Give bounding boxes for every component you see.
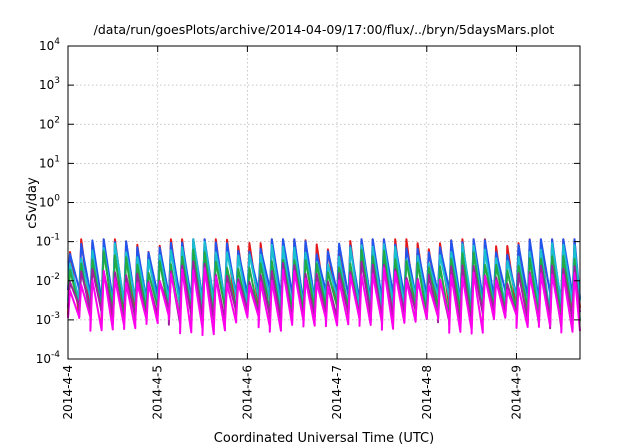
y-tick-label: 100 <box>39 194 60 210</box>
y-tick-label: 104 <box>39 37 60 53</box>
tick-marks <box>67 45 580 360</box>
y-tick-label: 10-1 <box>36 233 60 249</box>
data-series-group <box>67 238 581 337</box>
y-axis-label: cSv/day <box>25 177 40 229</box>
y-tick-label: 101 <box>39 154 60 170</box>
x-tick-label: 2014-4-4 <box>61 365 75 419</box>
y-axis-tick-labels: 10-4 10-3 10-2 10-1 100 101 102 103 104 <box>36 37 61 366</box>
x-axis-label: Coordinated Universal Time (UTC) <box>214 431 434 446</box>
chart-title: /data/run/goesPlots/archive/2014-04-09/1… <box>94 22 555 37</box>
x-tick-label: 2014-4-6 <box>240 365 254 419</box>
x-tick-label: 2014-4-8 <box>420 365 434 419</box>
y-tick-label: 103 <box>39 76 60 92</box>
y-tick-label: 10-3 <box>36 311 60 327</box>
y-tick-label: 10-2 <box>36 272 60 288</box>
x-axis-tick-labels: 2014-4-4 2014-4-5 2014-4-6 2014-4-7 2014-4-8… <box>61 365 523 419</box>
data-series-line <box>67 266 581 337</box>
x-tick-label: 2014-4-7 <box>330 365 344 419</box>
y-tick-label: 10-4 <box>36 350 61 366</box>
x-tick-label: 2014-4-5 <box>151 365 165 419</box>
x-tick-label: 2014-4-9 <box>509 365 523 419</box>
y-tick-label: 102 <box>39 115 60 131</box>
